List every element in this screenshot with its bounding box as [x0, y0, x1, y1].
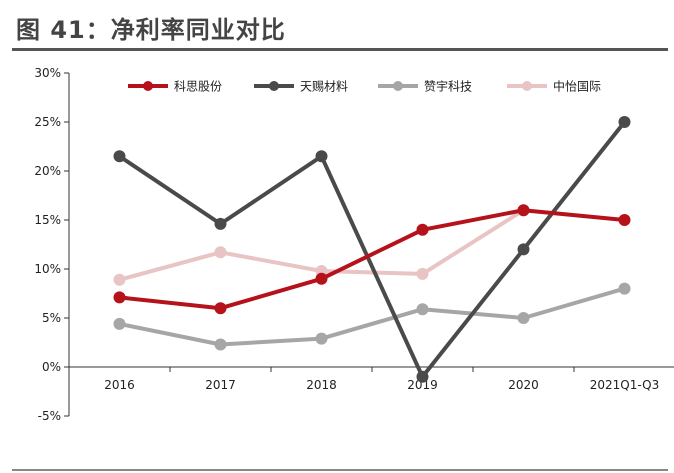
data-point [214, 217, 227, 230]
y-tick-label: 0% [42, 360, 61, 374]
series-line [119, 208, 625, 311]
data-point [113, 291, 126, 304]
y-tick-label: 30% [34, 66, 61, 80]
x-tick-label: 2017 [205, 378, 236, 392]
legend-item: 科思股份 [128, 80, 222, 94]
data-point [315, 272, 328, 285]
chart-series [113, 116, 631, 383]
bottom-divider [12, 469, 668, 471]
y-tick-label: 15% [34, 213, 61, 227]
x-tick-label: 2021Q1-Q3 [590, 378, 659, 392]
data-point [315, 150, 328, 163]
data-point [618, 282, 631, 295]
data-point [416, 223, 429, 236]
legend-item: 天赐材料 [254, 80, 348, 94]
legend-label: 中怡国际 [553, 79, 601, 94]
data-point [517, 312, 530, 324]
legend-marker [143, 81, 153, 91]
y-tick-label: 25% [34, 115, 61, 129]
series-line [118, 120, 627, 379]
chart-axes: 30% 25% 20% 15% 10% 5% 0% -5% 2016 2017 2018 2019 20… [34, 66, 674, 423]
legend-marker [393, 81, 403, 91]
y-tick-label: -5% [38, 409, 61, 423]
figure-header: 图 41：净利率同业对比 [0, 0, 674, 51]
data-point [113, 150, 126, 163]
x-tick-label: 2020 [508, 378, 539, 392]
x-tick-label: 2018 [306, 378, 337, 392]
series-2 [113, 116, 631, 383]
data-point [517, 204, 530, 217]
data-point [214, 246, 227, 259]
series-1 [113, 204, 631, 315]
data-point [214, 302, 227, 315]
legend-label: 赞宇科技 [424, 80, 472, 94]
legend-label: 天赐材料 [300, 80, 348, 94]
figure-title: 图 41：净利率同业对比 [16, 16, 286, 44]
chart-legend: 科思股份 天赐材料 赞宇科技 中怡国际 [128, 79, 601, 94]
legend-item: 中怡国际 [507, 79, 601, 94]
series-3 [113, 282, 631, 351]
data-point [416, 267, 429, 280]
y-tick-label: 5% [42, 311, 61, 325]
legend-marker [522, 81, 532, 91]
x-tick-label: 2019 [407, 378, 438, 392]
legend-item: 赞宇科技 [378, 80, 472, 94]
y-tick-label: 10% [34, 262, 61, 276]
data-point [416, 303, 429, 316]
data-point [618, 116, 631, 128]
data-point [113, 273, 126, 286]
data-point [517, 243, 530, 256]
legend-label: 科思股份 [174, 80, 222, 94]
data-point [315, 332, 328, 345]
data-point [214, 338, 227, 351]
data-point [113, 317, 126, 330]
y-tick-label: 20% [34, 164, 61, 178]
series-line [119, 286, 626, 347]
data-point [416, 370, 429, 383]
x-tick-label: 2016 [104, 378, 135, 392]
data-point [618, 214, 631, 226]
title-divider [12, 48, 668, 51]
legend-marker [269, 81, 279, 91]
